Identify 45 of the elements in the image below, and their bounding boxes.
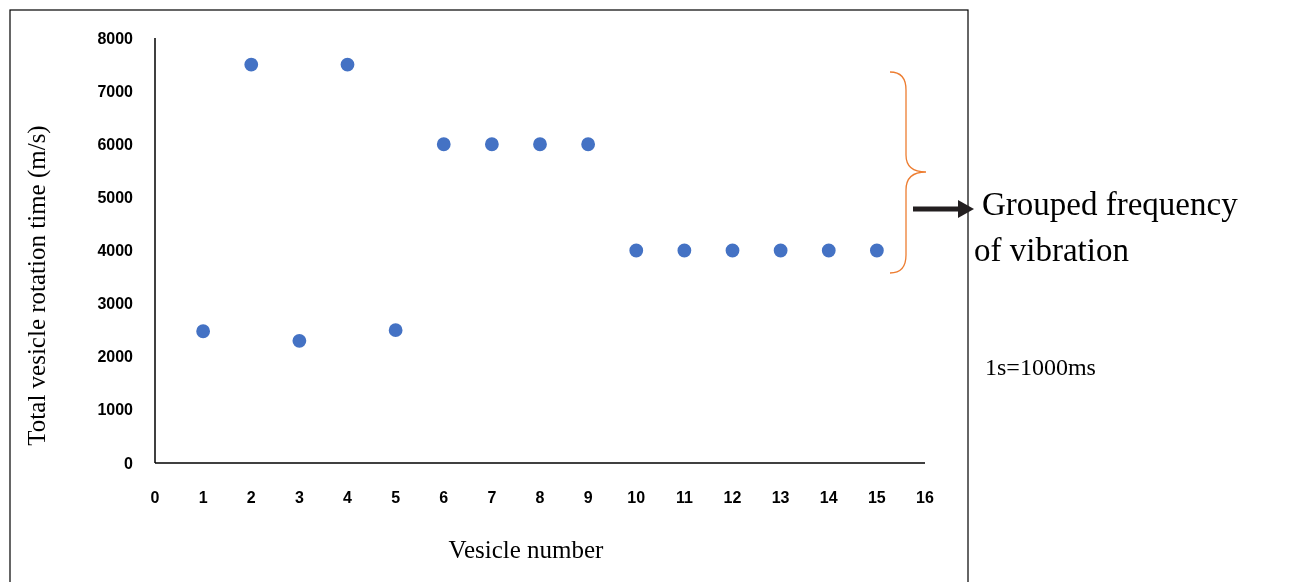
point [821,243,836,258]
point [677,243,692,258]
point [773,243,788,258]
x-tick-label: 3 [294,489,304,506]
y-axis-title: Total vesicle rotation time (m/s) [23,125,51,446]
x-tick-label: 7 [487,489,497,506]
x-tick-label: 4 [343,489,353,506]
point [196,324,211,339]
point [388,323,403,338]
x-tick-label: 6 [439,489,449,506]
x-tick-label: 1 [198,489,208,506]
point [629,243,644,258]
y-tick-label: 6000 [97,135,134,153]
x-tick-label: 11 [675,489,693,506]
x-tick-label: 13 [771,489,790,506]
point [484,137,499,152]
x-tick-label: 0 [150,489,160,506]
point [436,137,451,152]
point [581,137,596,152]
point [292,333,307,348]
x-tick-label: 15 [867,489,886,506]
x-tick-label: 12 [723,489,742,506]
point [533,137,547,152]
point [869,243,884,258]
x-tick-label: 10 [627,489,646,506]
y-tick-label: 8000 [97,29,134,47]
point [340,57,355,72]
x-tick-label: 9 [583,489,593,506]
x-axis-title: Vesicle number [448,536,605,563]
text: 1s=1000ms [985,354,1096,380]
y-tick-label: 5000 [97,188,134,206]
y-tick-label: 3000 [97,295,134,313]
x-tick-label: 16 [916,489,934,506]
x-tick-label: 14 [819,489,838,506]
point [725,243,740,258]
y-tick-label: 2000 [97,348,134,366]
x-tick-label: 5 [391,489,401,506]
y-tick-label: 7000 [97,82,134,100]
x-tick-label: 8 [535,489,545,506]
y-tick-label: 0 [124,454,134,472]
y-tick-label: 4000 [97,242,134,260]
y-tick-label: 1000 [97,401,134,419]
x-tick-label: 2 [246,489,256,506]
text: Grouped frequency of vibration [974,186,1239,268]
point [244,57,259,72]
